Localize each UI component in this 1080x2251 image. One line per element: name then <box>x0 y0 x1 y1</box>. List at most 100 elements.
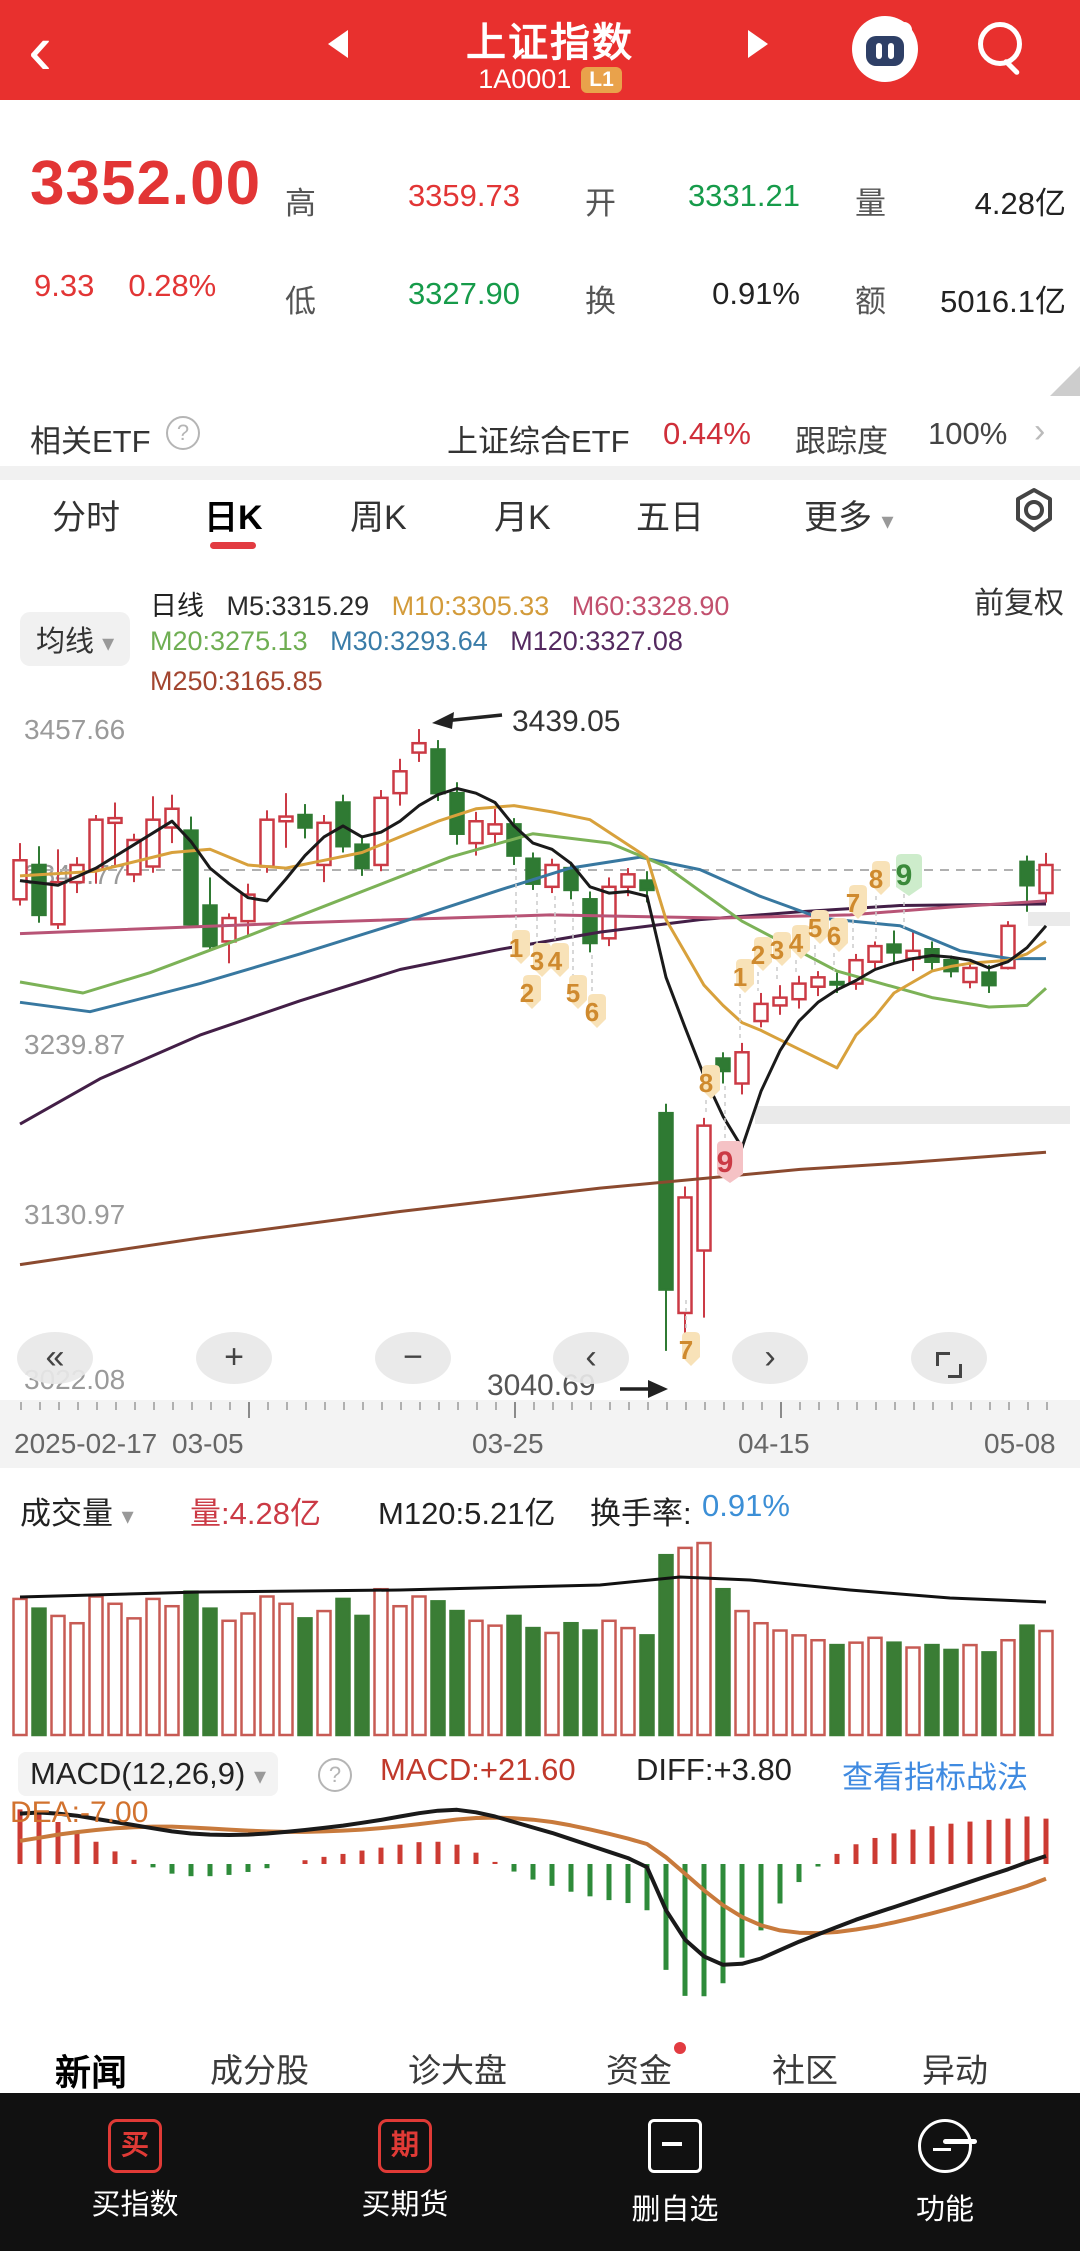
ruler-tick <box>153 1402 155 1410</box>
tab-market-diagnosis[interactable]: 诊大盘 <box>408 2052 507 2089</box>
buy-icon: 买 <box>108 2119 162 2173</box>
date-label-2: 03-25 <box>472 1428 544 1459</box>
ruler-tick <box>229 1402 231 1410</box>
tab-more-label: 更多 <box>804 499 872 537</box>
price-change-row: 9.33 0.28% <box>34 268 250 304</box>
prev-stock-icon[interactable] <box>328 30 348 58</box>
stat-label-open: 开 <box>585 186 616 221</box>
tab-funds[interactable]: 资金 <box>606 2042 686 2092</box>
next-stock-icon[interactable] <box>748 30 768 58</box>
ruler-tick <box>514 1402 516 1418</box>
help-icon[interactable]: ? <box>166 416 200 450</box>
tab-weekly-k[interactable]: 周K <box>350 499 407 537</box>
svg-text:8: 8 <box>699 1068 713 1098</box>
tab-news[interactable]: 新闻 <box>55 2052 128 2093</box>
related-etf-row[interactable]: 相关ETF ? 上证综合ETF 0.44% 跟踪度 100% › <box>0 402 1080 466</box>
ruler-tick <box>609 1402 611 1410</box>
ruler-tick <box>837 1402 839 1410</box>
ruler-tick <box>438 1402 440 1410</box>
back-icon[interactable]: ‹ <box>28 10 52 90</box>
svg-text:5: 5 <box>566 978 580 1008</box>
indicator-strategy-link[interactable]: 查看指标战法 <box>842 1760 1028 1795</box>
volume-title[interactable]: 成交量 ▾ <box>20 1488 134 1533</box>
chevron-down-icon: ▾ <box>102 630 115 657</box>
ruler-tick <box>1046 1402 1048 1410</box>
zoom-in-button[interactable]: + <box>196 1332 272 1384</box>
collapse-button[interactable]: « <box>17 1332 93 1384</box>
volume-value: 量:4.28亿 <box>190 1496 321 1531</box>
buy-futures-button[interactable]: 期 买期货 <box>315 2093 495 2223</box>
ruler-tick <box>780 1402 782 1418</box>
search-icon[interactable] <box>978 22 1022 66</box>
remove-watchlist-button[interactable]: 删自选 <box>585 2093 765 2228</box>
ruler-tick <box>818 1402 820 1410</box>
pan-right-button[interactable]: › <box>732 1332 808 1384</box>
tab-community[interactable]: 社区 <box>772 2052 838 2089</box>
tab-monthly-k[interactable]: 月K <box>494 499 551 537</box>
ruler-tick <box>39 1402 41 1410</box>
pan-left-button[interactable]: ‹ <box>553 1332 629 1384</box>
tab-more[interactable]: 更多 ▾ <box>804 490 894 539</box>
svg-text:6: 6 <box>827 921 841 951</box>
ma-selector-label: 均线 <box>36 626 95 658</box>
ruler-tick <box>172 1402 174 1410</box>
ruler-tick <box>951 1402 953 1410</box>
volume-chart[interactable] <box>0 1538 1080 1744</box>
stat-value-open: 3331.21 <box>687 178 800 213</box>
ruler-tick <box>286 1402 288 1410</box>
chart-settings-button[interactable] <box>1010 486 1058 539</box>
ruler-tick <box>799 1402 801 1410</box>
stat-value-volume: 4.28亿 <box>974 186 1066 221</box>
stat-label-low: 低 <box>285 284 316 319</box>
svg-text:3457.66: 3457.66 <box>24 714 125 745</box>
period-label: 日线 <box>150 591 204 621</box>
date-label-1: 03-05 <box>172 1428 244 1459</box>
ma120-value: M120:3327.08 <box>510 626 683 656</box>
tab-minute[interactable]: 分时 <box>52 499 120 537</box>
tracking-label: 跟踪度 <box>795 424 888 459</box>
ruler-tick <box>875 1402 877 1410</box>
candlestick-chart[interactable]: 3457.663348.773239.873130.973022.0813425… <box>0 695 1080 1400</box>
fullscreen-button[interactable] <box>911 1332 987 1384</box>
macd-chart[interactable] <box>0 1800 1080 2040</box>
ruler-tick <box>362 1402 364 1410</box>
ruler-tick <box>305 1402 307 1410</box>
ruler-tick <box>191 1402 193 1410</box>
tab-five-day[interactable]: 五日 <box>636 499 704 537</box>
volume-ma120: M120:5.21亿 <box>378 1496 556 1531</box>
ruler-tick <box>210 1402 212 1410</box>
ruler-tick <box>856 1402 858 1410</box>
svg-text:4: 4 <box>789 928 804 958</box>
macd-selector-button[interactable]: MACD(12,26,9) ▾ <box>18 1752 279 1796</box>
ruler-tick <box>267 1402 269 1410</box>
svg-text:3: 3 <box>770 935 784 965</box>
assistant-robot-icon[interactable] <box>852 16 918 82</box>
svg-text:9: 9 <box>717 1146 734 1179</box>
svg-text:3439.05: 3439.05 <box>512 705 620 738</box>
level-badge: L1 <box>581 67 622 93</box>
adjust-mode-label[interactable]: 前复权 <box>974 587 1064 620</box>
ruler-tick <box>913 1402 915 1410</box>
ma-selector-button[interactable]: 均线 ▾ <box>20 612 131 666</box>
tab-constituents[interactable]: 成分股 <box>210 2052 309 2089</box>
ruler-tick <box>77 1402 79 1410</box>
stat-value-low: 3327.90 <box>407 276 520 311</box>
svg-text:7: 7 <box>846 888 860 918</box>
buy-index-button[interactable]: 买 买指数 <box>45 2093 225 2223</box>
svg-text:6: 6 <box>585 997 599 1027</box>
svg-text:3130.97: 3130.97 <box>24 1199 125 1230</box>
ruler-tick <box>533 1402 535 1410</box>
macd-help-icon[interactable]: ? <box>318 1758 352 1792</box>
tab-daily-k[interactable]: 日K <box>204 490 263 549</box>
ruler-tick <box>761 1402 763 1410</box>
expand-corner-icon[interactable] <box>1050 366 1080 396</box>
functions-button[interactable]: 功能 <box>855 2093 1035 2228</box>
stat-label-amount: 额 <box>855 284 886 319</box>
turnover-value: 0.91% <box>702 1488 790 1523</box>
svg-text:8: 8 <box>869 864 883 894</box>
svg-text:1: 1 <box>509 933 523 963</box>
dea-value: DEA:-7.00 <box>10 1796 149 1829</box>
zoom-out-button[interactable]: − <box>375 1332 451 1384</box>
tab-movements[interactable]: 异动 <box>922 2052 988 2089</box>
futures-icon: 期 <box>378 2119 432 2173</box>
